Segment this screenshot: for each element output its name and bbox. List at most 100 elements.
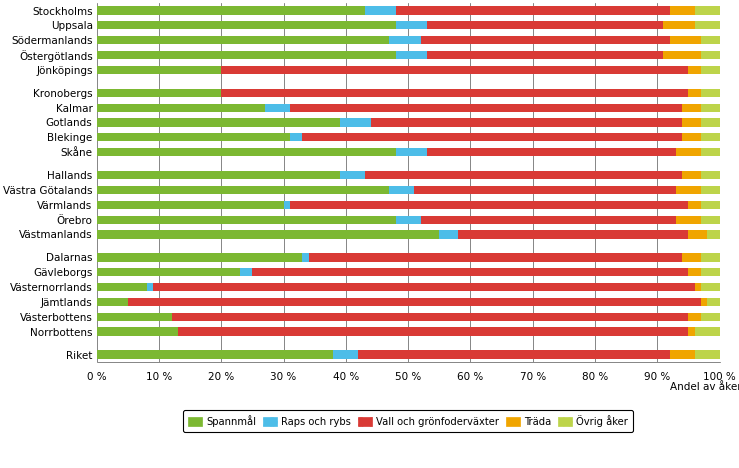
Bar: [302, 253, 308, 262]
Bar: [395, 51, 427, 59]
Bar: [682, 171, 701, 179]
Bar: [701, 51, 720, 59]
Bar: [415, 186, 676, 194]
Bar: [682, 253, 701, 262]
Bar: [340, 118, 371, 126]
Bar: [364, 7, 395, 15]
Bar: [420, 36, 670, 44]
Bar: [290, 133, 302, 141]
Bar: [664, 51, 701, 59]
Bar: [290, 103, 682, 112]
Bar: [701, 201, 720, 209]
Bar: [682, 118, 701, 126]
Bar: [676, 186, 701, 194]
Bar: [695, 283, 701, 291]
Bar: [395, 21, 427, 29]
Bar: [695, 7, 720, 15]
Bar: [701, 66, 720, 74]
Bar: [707, 230, 720, 239]
Bar: [97, 36, 389, 44]
Bar: [701, 253, 720, 262]
Bar: [97, 351, 333, 358]
Bar: [340, 171, 364, 179]
Bar: [97, 51, 395, 59]
Bar: [688, 66, 701, 74]
Bar: [333, 351, 358, 358]
Bar: [358, 351, 670, 358]
Bar: [701, 171, 720, 179]
Bar: [153, 283, 695, 291]
Bar: [682, 103, 701, 112]
Bar: [682, 133, 701, 141]
Bar: [676, 216, 701, 224]
Bar: [364, 171, 682, 179]
Bar: [290, 201, 688, 209]
Bar: [308, 253, 682, 262]
Bar: [439, 230, 458, 239]
Bar: [389, 186, 415, 194]
Bar: [420, 216, 676, 224]
Bar: [146, 283, 153, 291]
Bar: [688, 89, 701, 97]
Bar: [284, 201, 290, 209]
Bar: [395, 7, 670, 15]
Bar: [97, 253, 302, 262]
Bar: [97, 313, 171, 321]
Bar: [688, 201, 701, 209]
Bar: [701, 118, 720, 126]
Bar: [701, 268, 720, 276]
Bar: [701, 103, 720, 112]
Bar: [97, 230, 439, 239]
Bar: [253, 268, 688, 276]
Bar: [302, 133, 682, 141]
Bar: [97, 103, 265, 112]
Bar: [97, 21, 395, 29]
Bar: [670, 351, 695, 358]
Bar: [701, 89, 720, 97]
Bar: [670, 7, 695, 15]
Bar: [97, 186, 389, 194]
Bar: [688, 313, 701, 321]
Bar: [97, 201, 284, 209]
Bar: [97, 268, 240, 276]
Bar: [701, 298, 707, 306]
Bar: [707, 298, 720, 306]
Bar: [395, 148, 427, 156]
Bar: [222, 66, 688, 74]
Bar: [427, 21, 664, 29]
Bar: [222, 89, 688, 97]
Bar: [128, 298, 701, 306]
Bar: [97, 328, 178, 336]
Bar: [389, 36, 420, 44]
Bar: [97, 118, 340, 126]
Bar: [97, 283, 146, 291]
Bar: [701, 313, 720, 321]
Bar: [97, 7, 364, 15]
Bar: [458, 230, 688, 239]
Bar: [664, 21, 695, 29]
Bar: [171, 313, 688, 321]
Bar: [688, 268, 701, 276]
Bar: [427, 51, 664, 59]
Bar: [701, 186, 720, 194]
Bar: [701, 216, 720, 224]
Bar: [695, 21, 720, 29]
Bar: [427, 148, 676, 156]
Bar: [97, 133, 290, 141]
Bar: [97, 66, 222, 74]
Bar: [701, 133, 720, 141]
Bar: [371, 118, 682, 126]
Bar: [395, 216, 420, 224]
Bar: [97, 171, 340, 179]
X-axis label: Andel av åkermark: Andel av åkermark: [670, 382, 739, 392]
Bar: [701, 148, 720, 156]
Bar: [265, 103, 290, 112]
Bar: [240, 268, 253, 276]
Bar: [688, 328, 695, 336]
Bar: [701, 36, 720, 44]
Bar: [670, 36, 701, 44]
Bar: [97, 216, 395, 224]
Bar: [695, 328, 720, 336]
Bar: [701, 283, 720, 291]
Legend: Spannmål, Raps och rybs, Vall och grönfoderväxter, Träda, Övrig åker: Spannmål, Raps och rybs, Vall och grönfo…: [183, 410, 633, 432]
